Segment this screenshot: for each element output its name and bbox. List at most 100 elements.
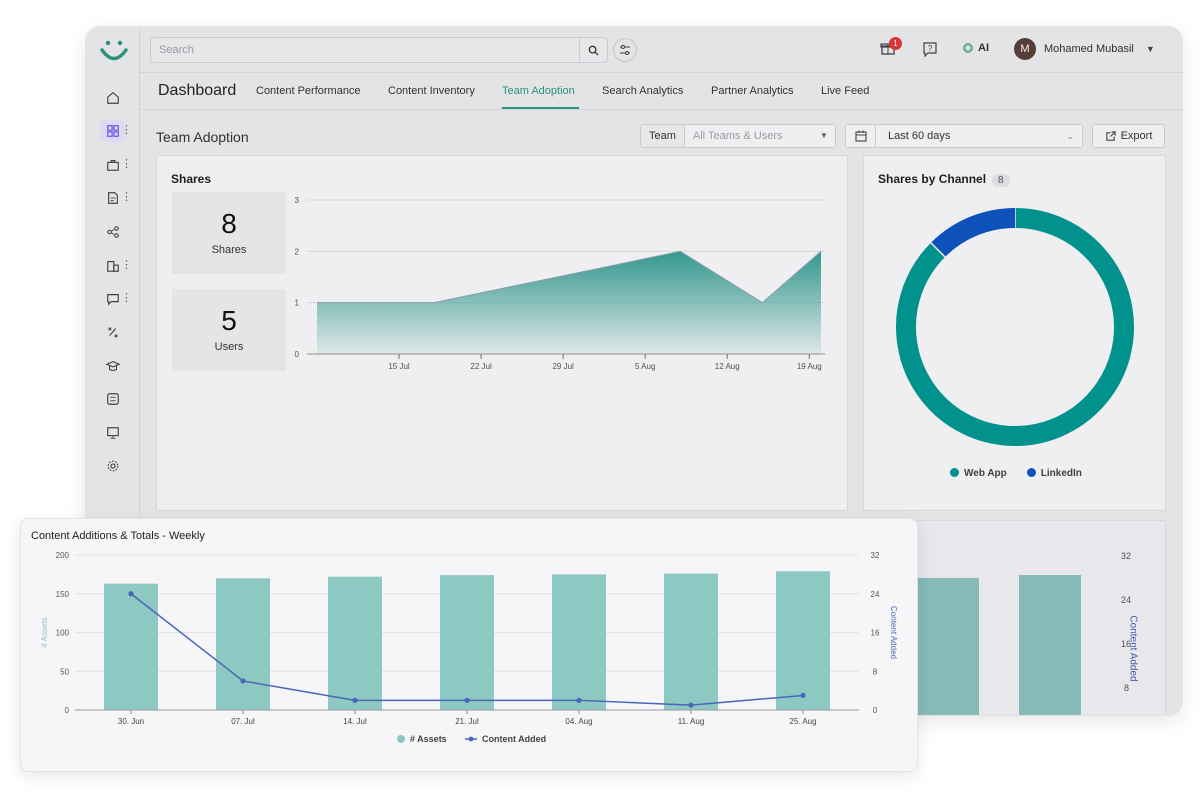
gear-icon[interactable] — [100, 455, 126, 477]
checklist-icon[interactable] — [100, 388, 126, 410]
ai-label: AI — [978, 42, 989, 54]
stat-users: 5 Users — [172, 289, 286, 371]
x-tick-label: 19 Aug — [797, 362, 822, 371]
export-label: Export — [1120, 130, 1153, 142]
x-tick-label: 12 Aug — [715, 362, 740, 371]
x-tick-label: 5 Aug — [635, 362, 655, 371]
content-added-point — [464, 697, 470, 703]
legend-item-web-app[interactable]: Web App — [950, 468, 1007, 479]
tab-content-inventory[interactable]: Content Inventory — [388, 85, 475, 97]
help-icon[interactable]: ? — [922, 41, 938, 57]
strategy-icon[interactable] — [100, 321, 126, 343]
x-tick-label: 07. Jul — [231, 717, 255, 726]
legend-label-assets: # Assets — [410, 734, 447, 744]
legend-item-linkedin[interactable]: LinkedIn — [1026, 468, 1082, 479]
building-icon[interactable]: ⋮ — [100, 255, 132, 277]
y2-tick-label: 32 — [871, 551, 880, 560]
shares-line — [317, 250, 822, 304]
calendar-icon[interactable] — [846, 125, 876, 147]
export-button[interactable]: Export — [1092, 124, 1165, 148]
legend-label-web-app: Web App — [964, 468, 1007, 479]
ai-icon — [963, 43, 973, 53]
search-icon[interactable] — [579, 38, 607, 62]
y2-axis-label: Content Added — [889, 606, 898, 659]
y-tick-label: 0 — [65, 706, 70, 715]
tab-content-performance[interactable]: Content Performance — [256, 85, 361, 97]
assets-bar — [552, 574, 606, 710]
channel-count-badge: 8 — [992, 174, 1010, 187]
dashboard-grid-icon[interactable]: ⋮ — [100, 120, 132, 142]
app-logo[interactable] — [99, 37, 129, 67]
shares-card: Shares 8 Shares 5 Users 0 1 2 3 15 Jul 22 Jul… — [156, 155, 848, 511]
donut-separator — [929, 241, 947, 259]
bg-y2-tick: 32 — [1121, 551, 1132, 561]
content-added-point — [800, 692, 806, 699]
home-icon[interactable] — [100, 87, 126, 109]
assets-bar — [440, 575, 494, 710]
date-range-value: Last 60 days — [888, 130, 951, 142]
assets-bar — [328, 576, 382, 710]
y-tick-label: 100 — [56, 629, 70, 638]
channel-card: Shares by Channel 8 Web App LinkedIn — [863, 155, 1166, 511]
team-filter-label: Team — [641, 125, 685, 147]
bg-y2-tick: 24 — [1121, 595, 1132, 605]
legend-label-content-added: Content Added — [482, 734, 546, 744]
legend-dot-content-added — [468, 736, 474, 742]
briefcase-icon[interactable]: ⋮ — [100, 154, 132, 176]
search-input[interactable] — [151, 38, 571, 62]
legend-label-linkedin: LinkedIn — [1040, 468, 1082, 479]
y-tick-label: 150 — [56, 590, 70, 599]
stat-shares-label: Shares — [211, 244, 247, 256]
filter-sliders-icon[interactable] — [613, 38, 637, 62]
ai-button[interactable]: AI — [962, 42, 989, 54]
graduation-icon[interactable] — [100, 355, 126, 377]
content-added-point — [576, 697, 582, 703]
y-tick-label: 50 — [60, 667, 69, 676]
x-tick-label: 11. Aug — [678, 717, 705, 726]
top-bar: 1 ? AI M Mohamed Mubasil ▼ — [140, 27, 1182, 73]
background-bar — [917, 578, 979, 715]
channel-card-title-text: Shares by Channel — [878, 172, 987, 186]
stat-shares: 8 Shares — [172, 192, 286, 274]
donut-slice-linkedin — [930, 208, 1016, 258]
presentation-icon[interactable] — [100, 422, 126, 444]
tab-bar: Dashboard Content Performance Content In… — [140, 73, 1182, 110]
bg-y2-tick: 16 — [1121, 639, 1132, 649]
x-tick-label: 22 Jul — [470, 362, 492, 371]
content-additions-title: Content Additions & Totals - Weekly — [31, 530, 205, 542]
y-tick-label: 3 — [295, 196, 300, 205]
channel-donut-chart — [896, 207, 1134, 446]
content-additions-card: Content Additions & Totals - Weekly 0 50 1… — [20, 518, 918, 772]
user-menu[interactable]: M Mohamed Mubasil ▼ — [1014, 38, 1155, 60]
x-tick-label: 30. Jun — [118, 717, 144, 726]
export-icon — [1105, 130, 1116, 141]
assets-bar — [216, 578, 270, 710]
svg-text:?: ? — [928, 44, 933, 53]
x-tick-label: 29 Jul — [552, 362, 574, 371]
chat-icon[interactable]: ⋮ — [100, 288, 132, 310]
date-range-filter[interactable]: Last 60 days ⌄ — [845, 124, 1083, 148]
notification-badge: 1 — [889, 37, 902, 50]
user-name: Mohamed Mubasil — [1044, 43, 1134, 55]
dropdown-arrow-icon: ▼ — [819, 131, 828, 140]
x-tick-label: 14. Jul — [343, 717, 367, 726]
stat-users-label: Users — [214, 341, 244, 353]
tab-live-feed[interactable]: Live Feed — [821, 85, 870, 97]
y2-tick-label: 16 — [871, 629, 880, 638]
x-tick-label: 21. Jul — [455, 717, 479, 726]
channel-legend: Web App LinkedIn — [950, 468, 1082, 479]
y-tick-label: 0 — [295, 350, 300, 359]
document-icon[interactable]: ⋮ — [100, 187, 132, 209]
y-tick-label: 200 — [56, 551, 70, 560]
stat-shares-value: 8 — [221, 208, 237, 239]
team-filter: Team All Teams & Users ▼ — [640, 124, 836, 148]
tab-search-analytics[interactable]: Search Analytics — [602, 85, 684, 97]
share-icon[interactable] — [100, 221, 126, 243]
tab-partner-analytics[interactable]: Partner Analytics — [711, 85, 794, 97]
y-tick-label: 2 — [295, 247, 300, 256]
search-box — [150, 37, 608, 63]
team-select[interactable]: All Teams & Users ▼ — [685, 125, 835, 147]
tab-team-adoption[interactable]: Team Adoption — [502, 85, 575, 97]
legend-dot-assets — [397, 735, 405, 743]
y2-tick-label: 8 — [873, 667, 878, 676]
